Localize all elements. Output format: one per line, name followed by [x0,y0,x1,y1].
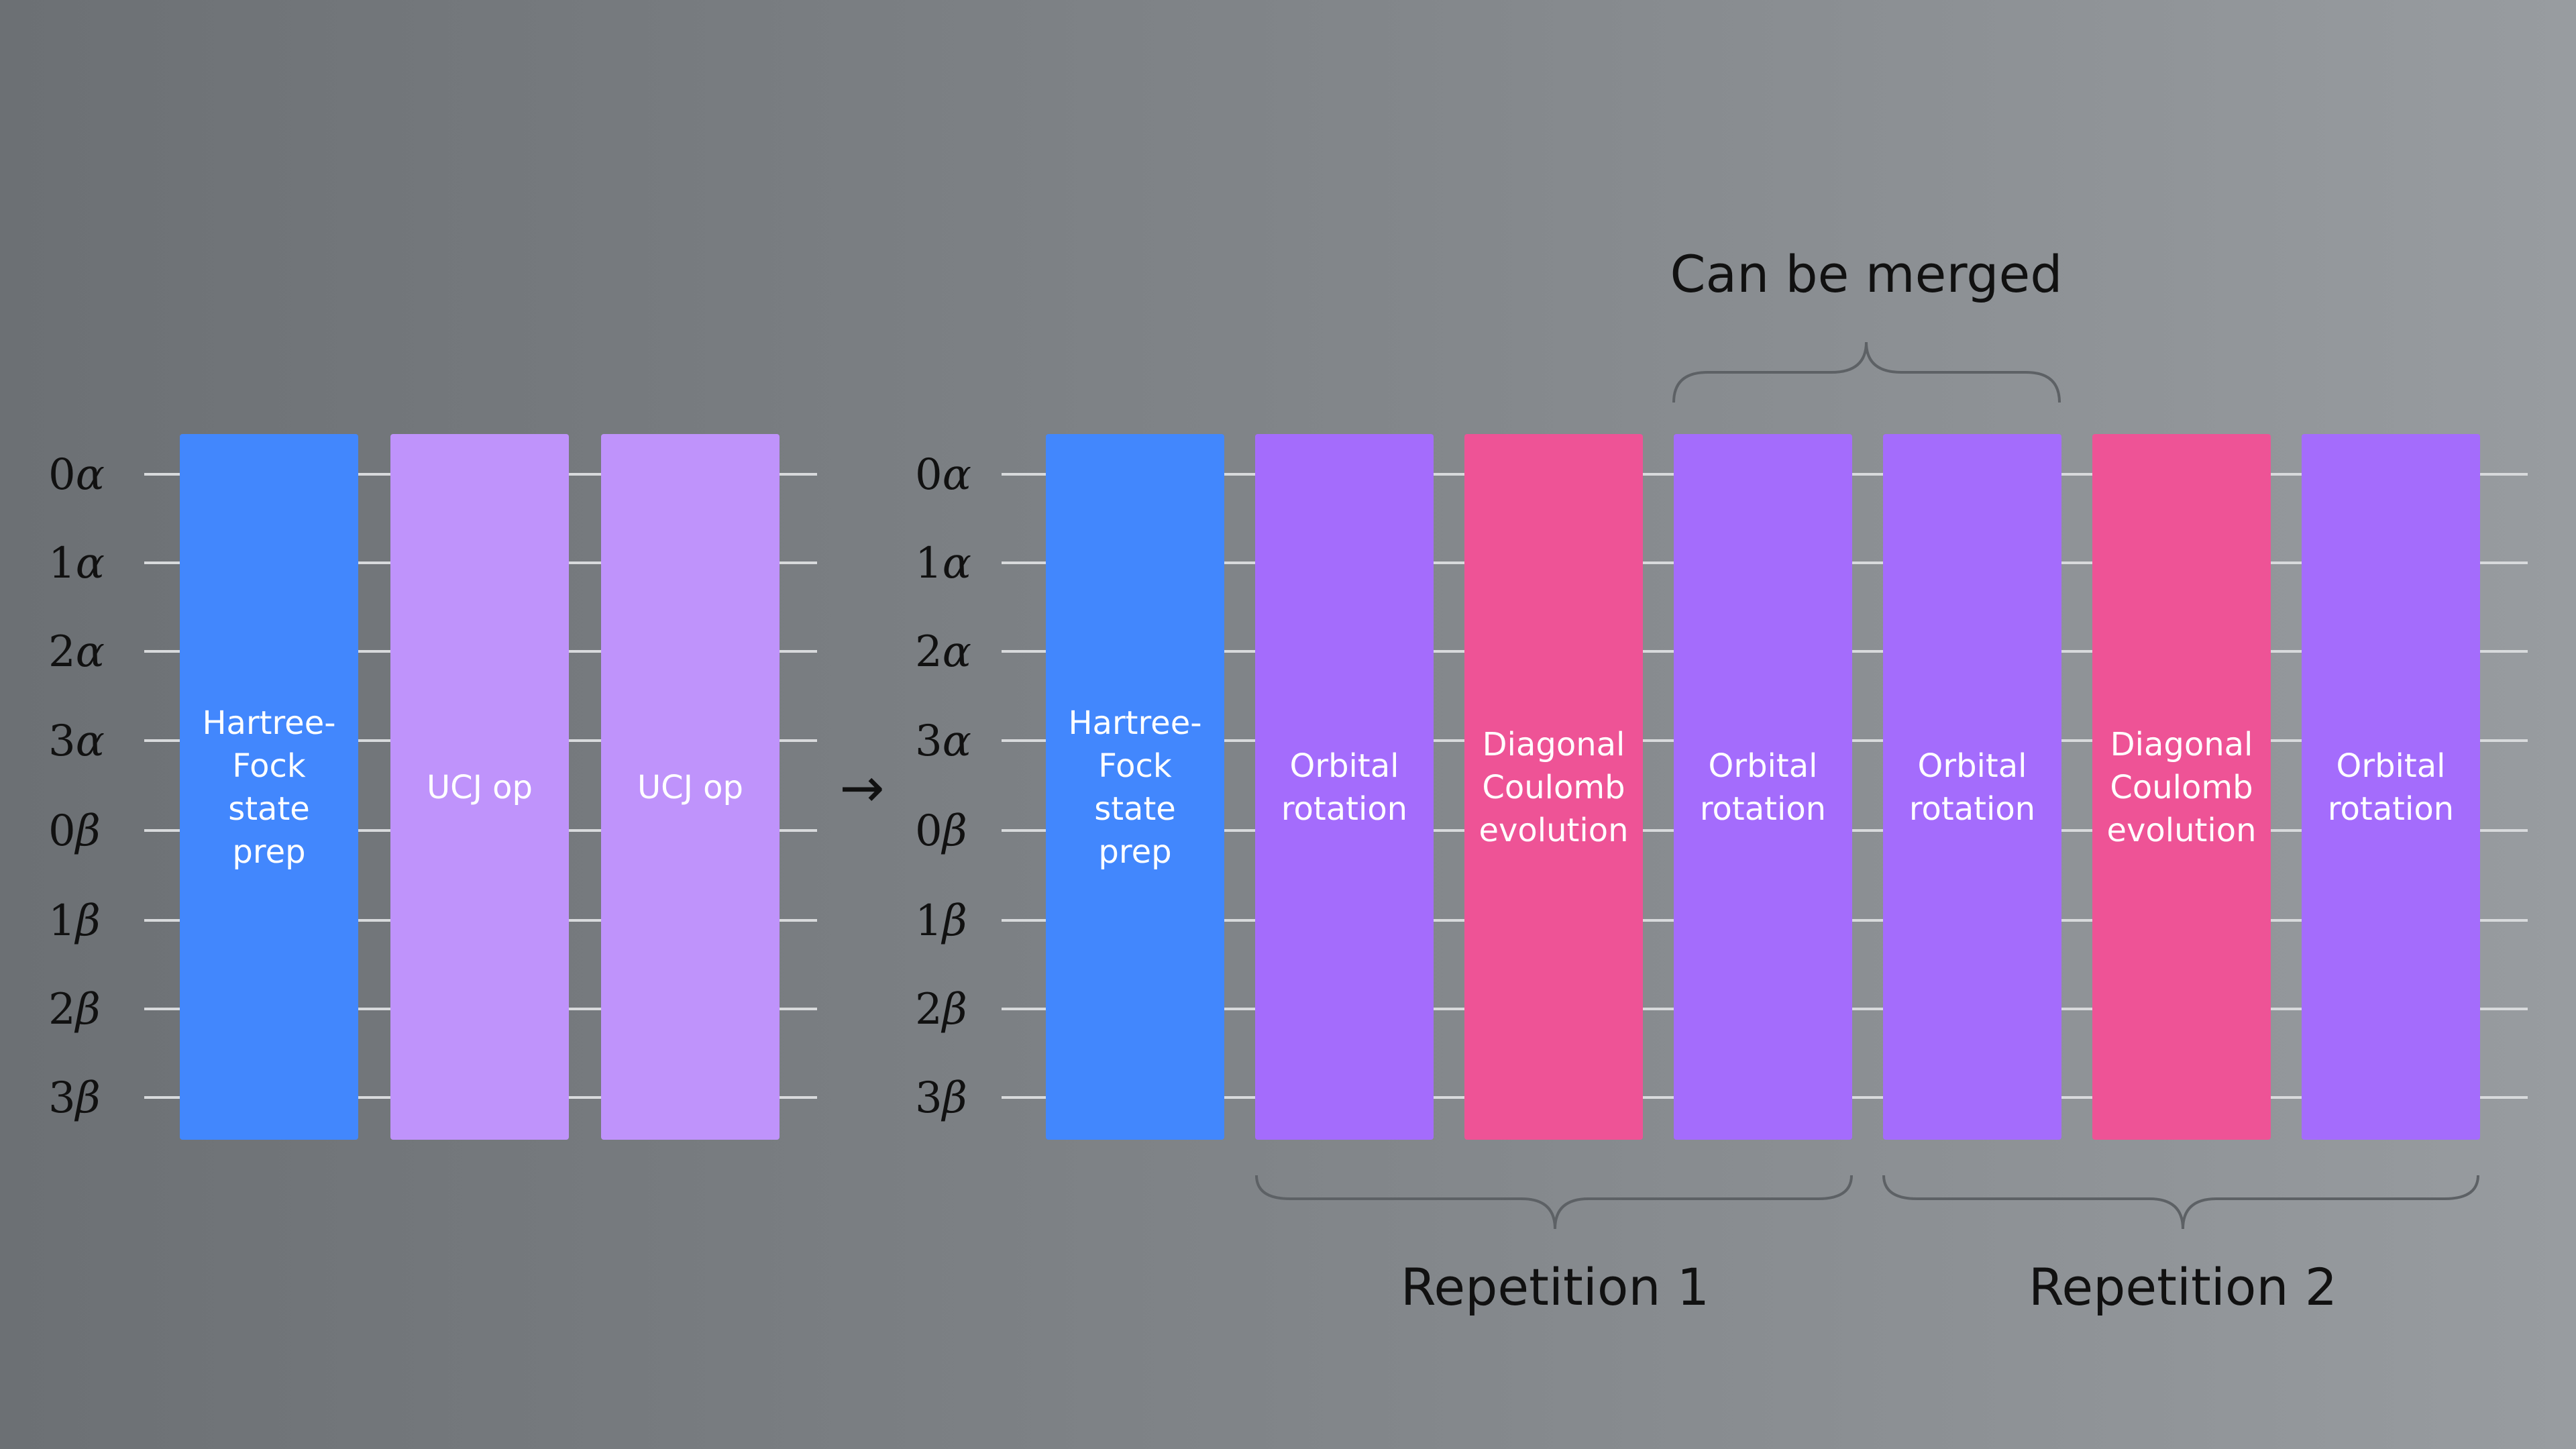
qubit-label-right: 1β [915,896,967,946]
coulomb-block-label: evolution [1479,812,1628,849]
qubit-labels: 0α 0α 1α 1α 2α 2α 3α 3α 0β 0β 1β 1β 2β 2β 3β 3β [48,450,971,1123]
qubit-label-left: 2α [48,627,105,677]
hf-block-label: Fock [232,747,306,785]
orbital-block-label: rotation [1909,790,2035,828]
coulomb-block-label: evolution [2106,812,2256,849]
coulomb-block-label: Diagonal [2110,726,2253,763]
hf-block-label: Fock [1098,747,1172,785]
orbital-block-body [1883,434,2061,1140]
coulomb-block: Diagonal Coulomb evolution [1464,434,1643,1140]
qubit-label-right: 2α [915,627,971,677]
hf-block: Hartree- Fock state prep [180,434,358,1140]
ucj-block-label: UCJ op [637,769,743,806]
transform-arrow: → [839,757,884,819]
hf-block-body [1046,434,1224,1140]
coulomb-block: Diagonal Coulomb evolution [2092,434,2271,1140]
hf-block-label: Hartree- [1068,704,1201,742]
repetition-1-caption: Repetition 1 [1401,1257,1709,1317]
ucj-block-body [390,434,569,1140]
coulomb-block-label: Coulomb [2110,769,2253,806]
repetition-2-brace [1882,1175,2479,1230]
orbital-block-body [1255,434,1434,1140]
orbital-block-label: Orbital [2337,747,2446,785]
hf-block-label: state [1094,790,1176,828]
hf-block-body [180,434,358,1140]
coulomb-block-label: Coulomb [1482,769,1625,806]
orbital-block: Orbital rotation [2302,434,2480,1140]
orbital-block-label: rotation [1281,790,1407,828]
qubit-label-right: 2β [915,985,967,1034]
orbital-block-label: Orbital [1290,747,1399,785]
orbital-block-label: rotation [1700,790,1826,828]
qubit-label-right: 1α [915,539,971,588]
qubit-label-right: 0α [915,450,971,500]
orbital-block-label: Orbital [1918,747,2027,785]
ucj-block-label: UCJ op [427,769,533,806]
qubit-label-right: 3β [915,1073,967,1123]
merge-brace [1672,341,2061,403]
qubit-label-left: 0β [48,806,101,856]
coulomb-block-body [2092,434,2271,1140]
hf-block-label: prep [232,833,305,871]
orbital-block-body [1674,434,1852,1140]
orbital-block-body [2302,434,2480,1140]
ucj-block: UCJ op [390,434,569,1140]
hf-block-label: state [228,790,310,828]
ucj-block: UCJ op [601,434,780,1140]
hf-block-label: prep [1098,833,1171,871]
repetition-2-caption: Repetition 2 [2029,1257,2337,1317]
qubit-label-left: 3β [48,1073,101,1123]
orbital-block: Orbital rotation [1674,434,1852,1140]
qubit-label-right: 3α [915,716,971,766]
orbital-block-label: Orbital [1709,747,1818,785]
orbital-block: Orbital rotation [1883,434,2061,1140]
circuit-blocks: Hartree- Fock state prep UCJ op UCJ op Hartree… [180,434,2480,1140]
qubit-label-left: 0α [48,450,105,500]
qubit-label-right: 0β [915,806,967,856]
orbital-block: Orbital rotation [1255,434,1434,1140]
qubit-label-left: 3α [48,716,105,766]
qubit-label-left: 1α [48,539,105,588]
coulomb-block-label: Diagonal [1483,726,1625,763]
ucj-block-body [601,434,780,1140]
orbital-block-label: rotation [2328,790,2454,828]
qubit-label-left: 2β [48,985,101,1034]
hf-block: Hartree- Fock state prep [1046,434,1224,1140]
hf-block-label: Hartree- [202,704,335,742]
qubit-label-left: 1β [48,896,101,946]
merge-caption: Can be merged [1670,244,2062,304]
coulomb-block-body [1464,434,1643,1140]
repetition-1-brace [1255,1175,1853,1230]
